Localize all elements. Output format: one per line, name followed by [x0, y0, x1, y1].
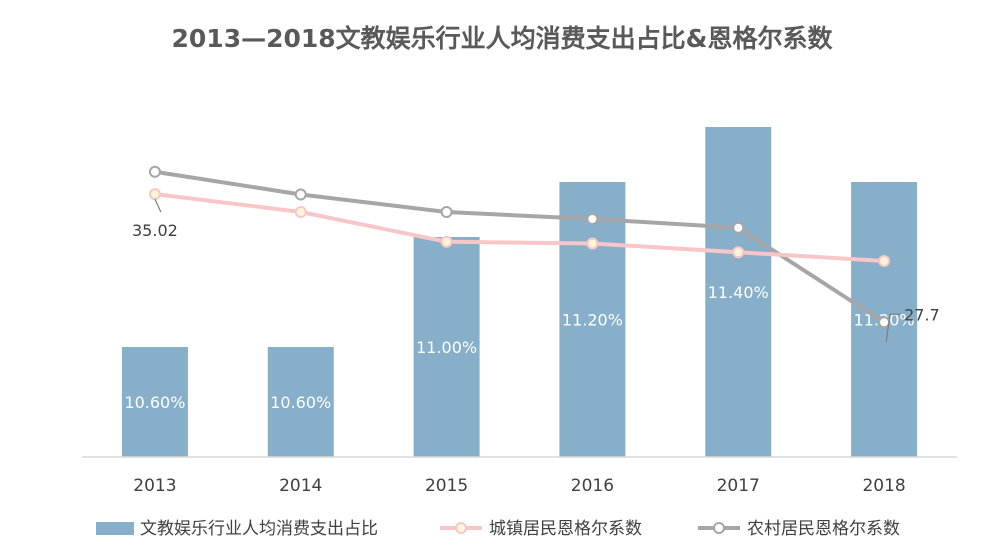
bar-label-2017: 11.40% — [708, 283, 769, 302]
x-tick-2015: 2015 — [425, 476, 468, 496]
legend-swatch-bar — [96, 522, 134, 535]
rural-marker-2017 — [732, 221, 745, 234]
urban-marker-2015 — [440, 235, 453, 248]
urban-marker-2017 — [732, 246, 745, 259]
rural-marker-2015 — [440, 206, 453, 218]
urban-marker-2013 — [148, 188, 161, 201]
x-tick-2013: 2013 — [133, 476, 176, 496]
rural-marker-2016 — [586, 213, 599, 225]
annotation-2018: 27.7 — [904, 305, 940, 324]
bar-2015 — [413, 237, 480, 457]
legend: 文教娱乐行业人均消费支出占比 城镇居民恩格尔系数 农村居民恩格尔系数 — [96, 519, 900, 539]
annotation-2013: 35.02 — [132, 221, 178, 240]
bar-2014 — [267, 347, 334, 457]
bar-label-2016: 11.20% — [562, 311, 623, 330]
bar-label-2014: 10.60% — [270, 393, 331, 412]
x-tick-2017: 2017 — [717, 476, 760, 496]
rural-marker-2013 — [148, 165, 161, 178]
x-tick-2018: 2018 — [862, 476, 905, 496]
bars-layer: 10.60%10.60%11.00%11.20%11.40%11.20% — [121, 127, 918, 457]
bar-label-2015: 11.00% — [416, 338, 477, 357]
annotations-layer: 35.02 27.7 — [132, 198, 940, 343]
x-tick-2016: 2016 — [571, 476, 614, 496]
x-tick-2014: 2014 — [279, 476, 322, 496]
urban-marker-2016 — [586, 237, 599, 250]
annotation-leader-2013 — [154, 198, 162, 213]
legend-label-bar: 文教娱乐行业人均消费支出占比 — [140, 519, 378, 539]
annotation-leader-2018 — [885, 313, 901, 343]
urban-marker-2018 — [878, 255, 891, 267]
legend-label-rural: 农村居民恩格尔系数 — [747, 519, 900, 539]
urban-marker-2014 — [294, 206, 307, 218]
bar-2016 — [559, 182, 626, 457]
urban-line — [154, 192, 885, 263]
chart-title: 2013—2018文教娱乐行业人均消费支出占比&恩格尔系数 — [172, 24, 834, 53]
legend-marker-rural — [713, 522, 725, 534]
bar-2017 — [705, 127, 772, 457]
x-tick-labels: 2013 2014 2015 2016 2017 2018 — [133, 476, 905, 496]
rural-marker-2014 — [294, 188, 307, 201]
bar-2013 — [121, 347, 188, 457]
rural-line — [154, 169, 886, 324]
legend-marker-urban — [455, 522, 467, 534]
lines-layer — [148, 165, 891, 329]
rural-marker-2018 — [878, 316, 891, 329]
legend-label-urban: 城镇居民恩格尔系数 — [489, 519, 642, 539]
bar-label-2013: 10.60% — [124, 393, 185, 412]
